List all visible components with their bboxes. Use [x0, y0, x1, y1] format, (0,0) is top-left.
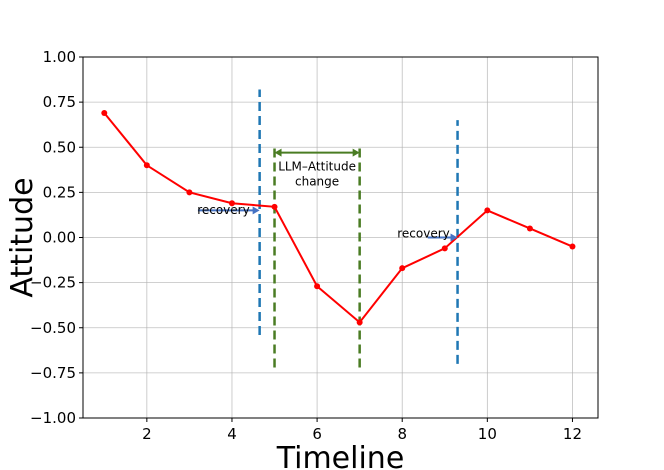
- series: [101, 109, 576, 326]
- annotation-label: recovery: [197, 203, 250, 217]
- data-point: [569, 243, 576, 250]
- arrow-head: [352, 148, 360, 157]
- data-point: [271, 203, 278, 210]
- data-point: [526, 225, 533, 232]
- y-tick-label: 0.75: [43, 93, 76, 111]
- arrow-head: [274, 148, 282, 157]
- y-axis-title: Attitude: [5, 177, 40, 297]
- x-tick-label: 12: [563, 425, 582, 443]
- y-tick-label: 1.00: [43, 48, 76, 66]
- y-tick-label: −0.50: [30, 319, 76, 337]
- x-tick-label: 4: [227, 425, 237, 443]
- arrow-head: [252, 206, 260, 215]
- x-ticks: 2 4 6 8 10 12: [142, 418, 582, 443]
- grid: [83, 56, 598, 419]
- data-point: [484, 207, 491, 214]
- data-point: [186, 189, 193, 196]
- x-tick-label: 2: [142, 425, 152, 443]
- data-point: [399, 265, 406, 272]
- annotation-label: LLM–Attitude: [278, 160, 356, 174]
- data-point: [101, 109, 108, 116]
- annotation-label: change: [295, 175, 339, 189]
- data-point: [441, 245, 448, 252]
- arrow-head: [450, 233, 458, 242]
- data-point: [143, 162, 150, 169]
- x-axis-title: Timeline: [276, 441, 405, 470]
- x-tick-label: 6: [312, 425, 322, 443]
- data-point: [228, 200, 235, 207]
- y-tick-label: −0.25: [30, 274, 76, 292]
- y-tick-label: 0.00: [43, 229, 76, 247]
- y-ticks: 1.00 0.75 0.50 0.25 0.00 −0.25 −0.50 −0.75 −1.00: [30, 48, 83, 427]
- y-tick-label: −0.75: [30, 364, 76, 382]
- y-tick-label: 0.25: [43, 183, 76, 201]
- reference-lines: [258, 89, 459, 368]
- y-tick-label: 0.50: [43, 138, 76, 156]
- series-line: [103, 112, 573, 324]
- x-tick-label: 8: [397, 425, 407, 443]
- data-point: [356, 319, 363, 326]
- x-tick-label: 10: [478, 425, 497, 443]
- data-point: [314, 283, 321, 290]
- y-tick-label: −1.00: [30, 409, 76, 427]
- annotation-label: recovery: [397, 227, 450, 241]
